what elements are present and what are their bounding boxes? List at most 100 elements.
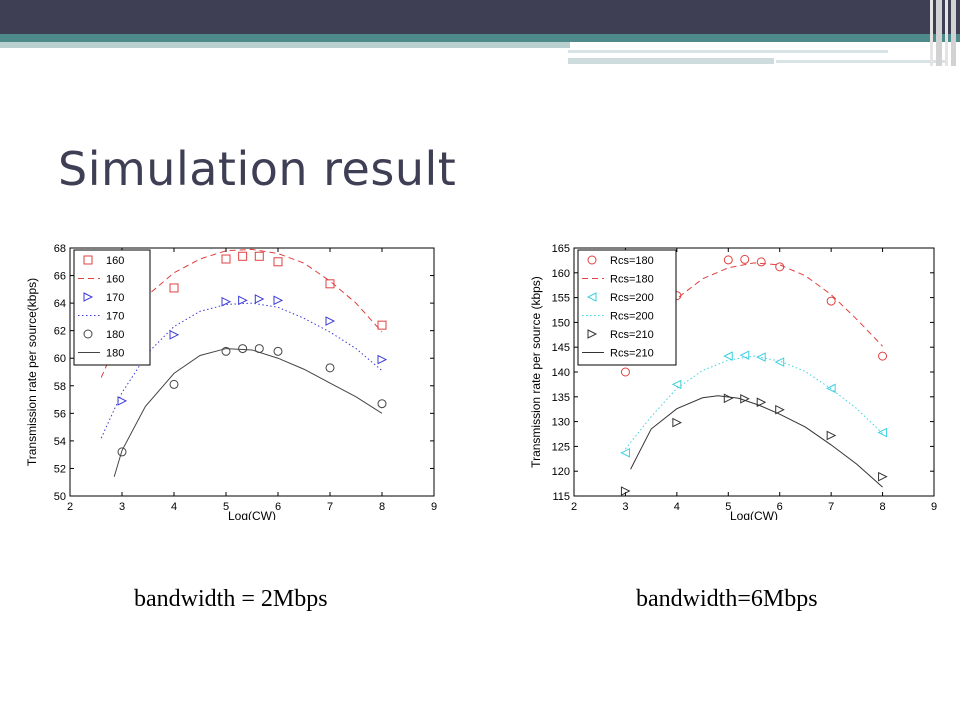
- data-point: [221, 296, 232, 307]
- data-point: [878, 351, 888, 361]
- series-line: [625, 355, 883, 450]
- series-line: [100, 302, 383, 439]
- data-point: [756, 397, 767, 408]
- x-tick-label: 2: [571, 501, 577, 513]
- data-point: [620, 486, 631, 496]
- legend-marker: [83, 292, 94, 302]
- y-tick-label: 135: [552, 392, 570, 404]
- data-point: [273, 295, 284, 306]
- header-vertical-stripe: [930, 0, 933, 66]
- x-tick-label: 9: [931, 501, 937, 513]
- y-tick-label: 160: [552, 268, 570, 280]
- chart-2mbps: 2 3 4 5 6 7 8 950525456586062646668Log(CW)Trans…: [25, 243, 437, 520]
- data-point: [254, 294, 265, 304]
- data-point: [672, 417, 682, 428]
- x-tick-label: 8: [880, 501, 886, 513]
- y-tick-label: 155: [552, 293, 570, 305]
- y-tick-label: 50: [54, 491, 66, 503]
- data-point: [169, 283, 179, 293]
- data-point: [756, 352, 766, 362]
- x-tick-label: 4: [674, 501, 680, 513]
- data-point: [377, 320, 387, 330]
- legend-label: 160: [106, 274, 124, 286]
- data-point: [325, 363, 335, 373]
- data-point: [671, 379, 682, 390]
- header-vertical-stripe: [945, 0, 948, 66]
- y-tick-label: 52: [54, 463, 66, 475]
- y-tick-label: 115: [552, 491, 570, 503]
- legend-label: Rcs=180: [610, 255, 654, 267]
- data-point: [169, 329, 180, 340]
- x-tick-label: 5: [725, 501, 731, 513]
- x-tick-label: 2: [67, 501, 73, 513]
- legend-label: 170: [106, 292, 124, 304]
- caption-6mbps: bandwidth=6Mbps: [636, 586, 818, 612]
- legend-label: Rcs=210: [610, 329, 654, 341]
- data-point: [273, 257, 283, 267]
- data-point: [377, 354, 388, 365]
- legend-label: Rcs=180: [610, 274, 654, 286]
- legend-label: 180: [106, 329, 124, 341]
- x-tick-label: 8: [379, 501, 385, 513]
- y-axis-label: Transmission rate per source (kbps): [529, 276, 543, 468]
- header-vertical-stripe: [951, 0, 956, 66]
- x-tick-label: 4: [171, 501, 177, 513]
- legend-label: Rcs=210: [610, 348, 654, 360]
- y-tick-label: 56: [54, 408, 66, 420]
- data-point: [169, 379, 179, 389]
- slide-title: Simulation result: [58, 142, 457, 196]
- chart-6mbps: 2 3 4 5 6 7 8 9 115 120 125 130 135 140 145 150 155 160 16…: [529, 243, 937, 520]
- caption-2mbps: bandwidth = 2Mbps: [134, 586, 328, 612]
- data-point: [826, 430, 837, 441]
- x-axis-label: Log(CW): [228, 509, 276, 520]
- y-tick-label: 66: [54, 271, 66, 283]
- data-point: [723, 393, 734, 404]
- header-vertical-stripe: [936, 0, 942, 66]
- data-point: [273, 346, 283, 356]
- legend-label: Rcs=200: [610, 292, 654, 304]
- data-point: [221, 254, 231, 264]
- data-point: [739, 350, 750, 360]
- legend-label: Rcs=200: [610, 311, 654, 323]
- header-accent-bar: [0, 34, 960, 42]
- x-tick-label: 7: [327, 501, 333, 513]
- legend-label: 180: [106, 348, 124, 360]
- y-tick-label: 62: [54, 326, 66, 338]
- series-line: [100, 248, 383, 378]
- data-point: [325, 316, 336, 326]
- data-point: [775, 404, 785, 415]
- header-line: [776, 60, 946, 63]
- legend-label: 160: [106, 255, 124, 267]
- y-tick-label: 125: [552, 441, 570, 453]
- data-point: [756, 257, 766, 267]
- legend-marker: [83, 255, 93, 265]
- data-point: [826, 383, 836, 394]
- legend-marker: [586, 292, 597, 302]
- legend-marker: [83, 329, 93, 339]
- data-point: [723, 255, 733, 265]
- data-point: [723, 351, 733, 361]
- x-tick-label: 6: [777, 501, 783, 513]
- y-axis-label: Transmission rate per source(kbps): [25, 278, 39, 466]
- y-tick-label: 68: [54, 243, 66, 255]
- legend-label: 170: [106, 311, 124, 323]
- data-point: [620, 367, 630, 377]
- data-point: [774, 357, 785, 367]
- header-light-bar: [0, 42, 570, 48]
- legend-marker: [587, 255, 597, 265]
- x-axis-label: Log(CW): [730, 509, 778, 520]
- data-point: [877, 427, 888, 438]
- data-point: [377, 399, 387, 409]
- data-point: [238, 295, 248, 306]
- x-tick-label: 5: [223, 501, 229, 513]
- x-tick-label: 9: [431, 501, 437, 513]
- header-line: [568, 50, 888, 53]
- data-point: [221, 346, 231, 356]
- legend-box: [73, 249, 151, 366]
- y-tick-label: 140: [552, 367, 570, 379]
- x-tick-label: 3: [119, 501, 125, 513]
- header-line: [568, 58, 774, 64]
- header-bar: [0, 0, 960, 34]
- data-point: [238, 344, 248, 354]
- y-tick-label: 54: [54, 436, 66, 448]
